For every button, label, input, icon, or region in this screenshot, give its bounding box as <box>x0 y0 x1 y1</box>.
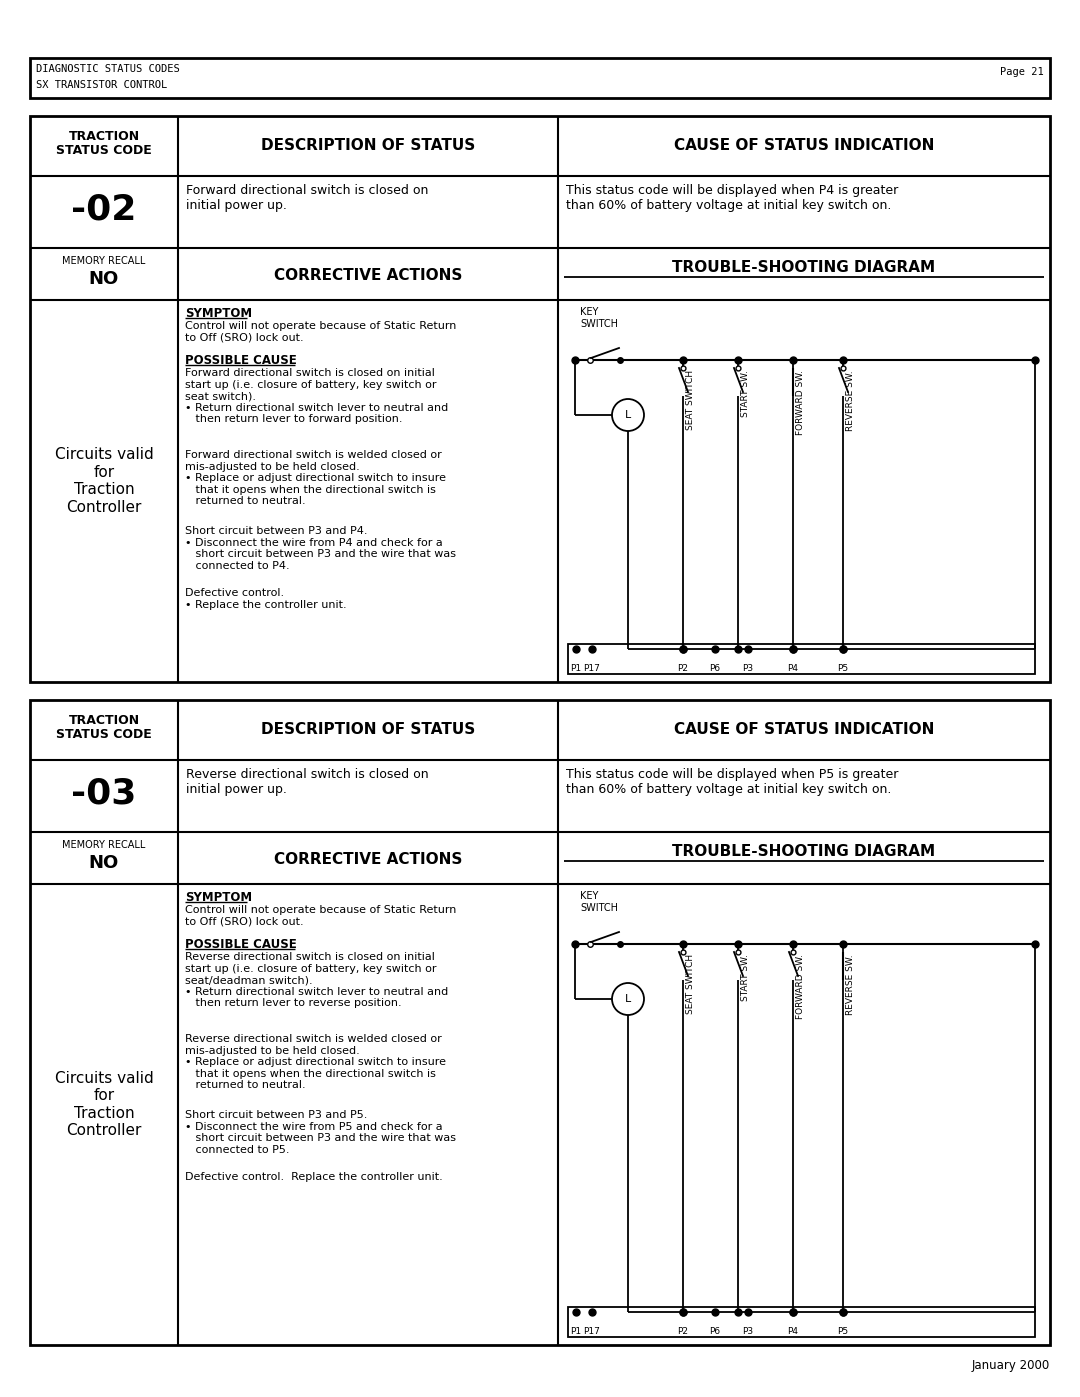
Text: P2: P2 <box>677 1327 689 1336</box>
Text: FORWARD SW.: FORWARD SW. <box>796 954 805 1018</box>
Text: Forward directional switch is closed on
initial power up.: Forward directional switch is closed on … <box>186 184 429 212</box>
Text: START SW.: START SW. <box>741 370 750 416</box>
Text: KEY: KEY <box>580 891 598 901</box>
Text: Short circuit between P3 and P5.
• Disconnect the wire from P5 and check for a
 : Short circuit between P3 and P5. • Disco… <box>185 1111 456 1155</box>
Text: Control will not operate because of Static Return
to Off (SRO) lock out.: Control will not operate because of Stat… <box>185 321 457 342</box>
Text: REVERSE SW.: REVERSE SW. <box>846 370 855 430</box>
Text: This status code will be displayed when P5 is greater
than 60% of battery voltag: This status code will be displayed when … <box>566 768 899 796</box>
Text: SEAT SWITCH: SEAT SWITCH <box>686 954 696 1014</box>
Text: CAUSE OF STATUS INDICATION: CAUSE OF STATUS INDICATION <box>674 138 934 154</box>
Text: Reverse directional switch is welded closed or
mis-adjusted to be held closed.
•: Reverse directional switch is welded clo… <box>185 1034 446 1091</box>
Text: P17: P17 <box>583 664 600 673</box>
Text: POSSIBLE CAUSE: POSSIBLE CAUSE <box>185 937 297 951</box>
Text: P4: P4 <box>787 1327 798 1336</box>
Text: Control will not operate because of Static Return
to Off (SRO) lock out.: Control will not operate because of Stat… <box>185 905 457 926</box>
Text: P17: P17 <box>583 1327 600 1336</box>
Text: Reverse directional switch is closed on initial
start up (i.e. closure of batter: Reverse directional switch is closed on … <box>185 951 448 1009</box>
Text: Page 21: Page 21 <box>1000 67 1044 77</box>
Text: Short circuit between P3 and P4.
• Disconnect the wire from P4 and check for a
 : Short circuit between P3 and P4. • Disco… <box>185 527 456 571</box>
Bar <box>30 116 1050 682</box>
Text: SWITCH: SWITCH <box>580 902 618 914</box>
Text: Forward directional switch is welded closed or
mis-adjusted to be held closed.
•: Forward directional switch is welded clo… <box>185 450 446 506</box>
Text: CAUSE OF STATUS INDICATION: CAUSE OF STATUS INDICATION <box>674 722 934 738</box>
Bar <box>568 644 1035 673</box>
Text: POSSIBLE CAUSE: POSSIBLE CAUSE <box>185 353 297 367</box>
Bar <box>30 59 1050 98</box>
Text: P1: P1 <box>570 1327 581 1336</box>
Text: FORWARD SW.: FORWARD SW. <box>796 370 805 434</box>
Text: MEMORY RECALL: MEMORY RECALL <box>63 840 146 849</box>
Text: CORRECTIVE ACTIONS: CORRECTIVE ACTIONS <box>274 268 462 284</box>
Text: SYMPTOM: SYMPTOM <box>185 307 252 320</box>
Text: START SW.: START SW. <box>741 954 750 1000</box>
Text: DESCRIPTION OF STATUS: DESCRIPTION OF STATUS <box>261 138 475 154</box>
Text: SYMPTOM: SYMPTOM <box>185 891 252 904</box>
Text: P5: P5 <box>837 664 849 673</box>
Text: P3: P3 <box>742 1327 754 1336</box>
Text: P2: P2 <box>677 664 689 673</box>
Text: Circuits valid
for
Traction
Controller: Circuits valid for Traction Controller <box>55 447 153 514</box>
Text: DIAGNOSTIC STATUS CODES: DIAGNOSTIC STATUS CODES <box>36 64 179 74</box>
Text: P1: P1 <box>570 664 581 673</box>
Text: P5: P5 <box>837 1327 849 1336</box>
Text: SWITCH: SWITCH <box>580 319 618 330</box>
Text: SX TRANSISTOR CONTROL: SX TRANSISTOR CONTROL <box>36 80 167 89</box>
Text: P6: P6 <box>710 1327 720 1336</box>
Text: -02: -02 <box>71 193 137 226</box>
Text: -03: -03 <box>71 777 137 812</box>
Text: TRACTION: TRACTION <box>68 130 139 142</box>
Text: MEMORY RECALL: MEMORY RECALL <box>63 256 146 265</box>
Text: TROUBLE-SHOOTING DIAGRAM: TROUBLE-SHOOTING DIAGRAM <box>673 260 935 275</box>
Bar <box>30 700 1050 1345</box>
Text: SEAT SWITCH: SEAT SWITCH <box>686 370 696 430</box>
Text: Forward directional switch is closed on initial
start up (i.e. closure of batter: Forward directional switch is closed on … <box>185 367 448 425</box>
Text: STATUS CODE: STATUS CODE <box>56 144 152 156</box>
Text: L: L <box>625 409 631 420</box>
Text: CORRECTIVE ACTIONS: CORRECTIVE ACTIONS <box>274 852 462 868</box>
Text: Circuits valid
for
Traction
Controller: Circuits valid for Traction Controller <box>55 1071 153 1139</box>
Text: Defective control.  Replace the controller unit.: Defective control. Replace the controlle… <box>185 1172 443 1182</box>
Text: L: L <box>625 995 631 1004</box>
Text: P3: P3 <box>742 664 754 673</box>
Text: January 2000: January 2000 <box>972 1359 1050 1372</box>
Text: NO: NO <box>89 854 119 872</box>
Text: This status code will be displayed when P4 is greater
than 60% of battery voltag: This status code will be displayed when … <box>566 184 899 212</box>
Text: P6: P6 <box>710 664 720 673</box>
Text: DESCRIPTION OF STATUS: DESCRIPTION OF STATUS <box>261 722 475 738</box>
Text: TRACTION: TRACTION <box>68 714 139 726</box>
Text: KEY: KEY <box>580 307 598 317</box>
Text: REVERSE SW.: REVERSE SW. <box>846 954 855 1014</box>
Text: Reverse directional switch is closed on
initial power up.: Reverse directional switch is closed on … <box>186 768 429 796</box>
Text: TROUBLE-SHOOTING DIAGRAM: TROUBLE-SHOOTING DIAGRAM <box>673 845 935 859</box>
Bar <box>568 1308 1035 1337</box>
Text: NO: NO <box>89 270 119 288</box>
Text: P4: P4 <box>787 664 798 673</box>
Text: Defective control.
• Replace the controller unit.: Defective control. • Replace the control… <box>185 588 347 609</box>
Text: STATUS CODE: STATUS CODE <box>56 728 152 740</box>
